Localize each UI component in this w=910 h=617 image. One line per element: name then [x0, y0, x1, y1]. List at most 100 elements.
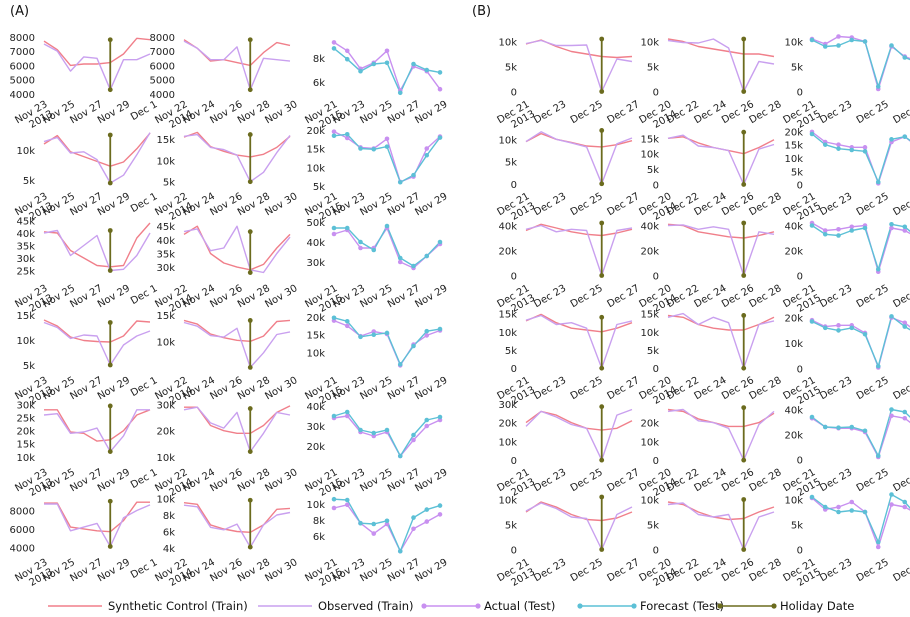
forecast-test-point [411, 172, 416, 178]
y-tick-label: 20k [498, 419, 517, 430]
forecast-test-point [397, 453, 403, 459]
y-tick-label: 20k [156, 427, 175, 438]
holiday-point [599, 365, 605, 371]
holiday-point [247, 497, 253, 503]
x-tick-line: Dec 27 [891, 375, 910, 402]
forecast-test-point [397, 362, 403, 367]
y-tick-label: 25k [16, 267, 35, 278]
actual-test-point [424, 333, 430, 338]
y-tick-label: 10k [640, 437, 659, 448]
y-tick-label: 5k [791, 521, 803, 532]
holiday-point [741, 547, 747, 552]
forecast-test-point [371, 521, 377, 527]
y-tick-label: 10k [498, 135, 517, 146]
y-tick-label: 0 [653, 364, 659, 375]
y-tick-label: 35k [16, 242, 35, 253]
forecast-test-point [822, 231, 828, 237]
y-tick-label: 5k [505, 521, 517, 532]
forecast-test-point [902, 55, 908, 60]
forecast-test-point [371, 146, 377, 152]
y-tick-label: 40k [784, 406, 803, 417]
y-tick-label: 0 [511, 456, 517, 467]
x-tick-label: Dec 23 [532, 191, 568, 218]
forecast-test-point [875, 363, 881, 369]
forecast-test-point [411, 61, 416, 67]
forecast-test-point [384, 60, 390, 66]
y-tick-label: 8000 [10, 506, 35, 517]
forecast-test-point [358, 334, 363, 340]
legend-label: Actual (Test) [484, 599, 555, 613]
forecast-test-point [344, 56, 350, 62]
y-tick-label: 20k [784, 127, 803, 138]
forecast-test-point [849, 37, 855, 43]
x-tick-label: Dec 28 [747, 283, 783, 310]
y-tick-label: 10k [784, 496, 803, 507]
y-tick-label: 30k [306, 422, 325, 433]
legend-label: Observed (Train) [318, 599, 414, 613]
x-tick-line: Dec 28 [747, 99, 783, 126]
x-tick-label: Dec 25 [855, 99, 891, 126]
forecast-test-point [902, 409, 908, 415]
actual-test-point [836, 226, 841, 232]
synthetic-control-line [43, 319, 151, 343]
forecast-test-point [371, 332, 377, 338]
y-tick-label: 0 [511, 546, 517, 557]
x-tick-line: Dec 25 [569, 191, 605, 218]
observed-line [43, 132, 151, 184]
x-tick-label: Dec 28 [747, 557, 783, 584]
forecast-test-point [437, 135, 443, 140]
y-tick-label: 0 [653, 272, 659, 283]
holiday-point [107, 362, 113, 368]
synthetic-control-line [43, 37, 151, 67]
holiday-point [741, 89, 747, 94]
forecast-test-point [809, 494, 815, 500]
x-tick-label: Dec 23 [532, 283, 568, 310]
x-tick-label: Dec 27 [891, 375, 910, 402]
y-tick-label: 10k [156, 495, 175, 506]
synthetic-control-line [43, 132, 151, 167]
legend-swatch-dot [577, 603, 583, 609]
y-tick-label: 6k [313, 532, 325, 543]
y-tick-label: 10k [640, 38, 659, 49]
x-tick-label: Dec 25 [855, 467, 891, 494]
actual-test-point [902, 320, 908, 326]
y-tick-label: 6000 [150, 61, 175, 72]
synthetic-control-line [183, 131, 291, 158]
holiday-point [599, 547, 605, 552]
forecast-test-point [358, 239, 363, 245]
forecast-test-line [334, 225, 441, 267]
legend-swatch-dot [421, 603, 427, 609]
x-tick-line: Dec 25 [569, 99, 605, 126]
legend-swatch-dot [475, 603, 481, 609]
y-tick-label: 20k [784, 247, 803, 258]
x-tick-label: Dec 212015 [781, 557, 823, 594]
synthetic-control-line [525, 313, 633, 333]
x-tick-line: Dec 25 [569, 375, 605, 402]
x-tick-line: Dec 25 [855, 283, 891, 310]
forecast-test-point [411, 515, 416, 520]
y-tick-label: 5k [313, 182, 325, 193]
y-tick-label: 0 [797, 456, 803, 467]
x-tick-line: Dec 25 [855, 467, 891, 494]
x-tick-label: Dec 25 [855, 283, 891, 310]
x-tick-label: Dec 23 [532, 99, 568, 126]
forecast-test-point [437, 503, 443, 508]
observed-line [667, 224, 775, 277]
synthetic-control-line [183, 502, 291, 533]
holiday-point [107, 403, 113, 409]
synthetic-control-line [44, 501, 150, 533]
forecast-test-point [411, 343, 416, 349]
holiday-point [107, 132, 113, 138]
holiday-point [741, 405, 747, 411]
x-tick-label: Dec 23 [818, 375, 854, 402]
actual-test-point [331, 231, 337, 237]
x-tick-line: Dec 25 [855, 99, 891, 126]
forecast-test-point [384, 330, 390, 336]
